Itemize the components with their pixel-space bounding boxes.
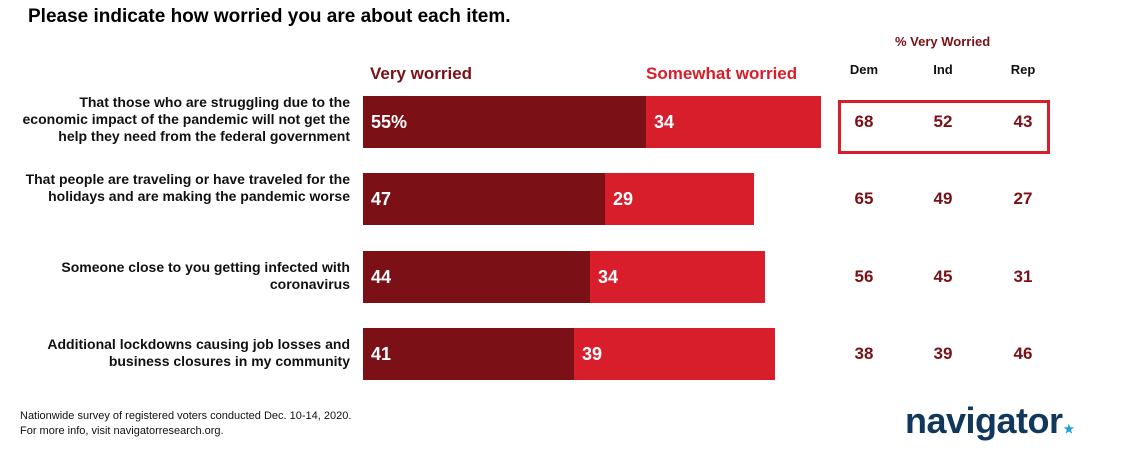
party-value-dem: 56: [854, 267, 874, 286]
party-value-ind: 39: [933, 344, 953, 363]
column-header-dem: Dem: [849, 62, 879, 77]
navigator-logo: navigator★: [905, 400, 1074, 442]
bar-label-very-worried: 44: [371, 267, 392, 287]
bar-very-worried: [363, 328, 574, 380]
footnote-line-2: For more info, visit navigatorresearch.o…: [20, 425, 224, 437]
row-label: Someone close to you getting infected wi…: [61, 259, 350, 292]
row-label: Additional lockdowns causing job losses …: [47, 336, 350, 369]
party-value-ind: 45: [933, 267, 953, 286]
highlight-box: [838, 100, 1050, 154]
column-header-ind: Ind: [933, 62, 953, 77]
party-value-rep: 46: [1013, 344, 1033, 363]
party-value-dem: 68: [854, 112, 874, 131]
footnote-line-1: Nationwide survey of registered voters c…: [20, 410, 352, 422]
row-label: That people are traveling or have travel…: [25, 171, 350, 204]
bar-very-worried: [363, 173, 605, 225]
chart-title: Please indicate how worried you are abou…: [28, 6, 511, 27]
bar-somewhat-worried: [605, 173, 754, 225]
party-value-rep: 31: [1013, 267, 1033, 286]
party-value-ind: 52: [933, 112, 953, 131]
bar-label-somewhat-worried: 39: [582, 344, 603, 364]
party-value-ind: 49: [933, 189, 953, 208]
bar-somewhat-worried: [574, 328, 775, 380]
bar-label-very-worried: 55%: [371, 112, 408, 132]
column-header-rep: Rep: [1010, 62, 1036, 77]
row-label: That those who are struggling due to the…: [22, 94, 350, 144]
star-icon: ★: [1063, 422, 1075, 436]
logo-text: navigator: [905, 400, 1063, 441]
party-value-rep: 43: [1013, 112, 1033, 131]
bar-label-very-worried: 41: [371, 344, 392, 364]
bar-very-worried: [363, 96, 646, 148]
bar-somewhat-worried: [646, 96, 821, 148]
bar-label-somewhat-worried: 34: [598, 267, 619, 287]
bar-label-somewhat-worried: 34: [654, 112, 675, 132]
party-value-dem: 38: [854, 344, 874, 363]
bar-label-very-worried: 47: [371, 189, 392, 209]
legend-somewhat-worried: Somewhat worried: [646, 64, 798, 83]
bar-very-worried: [363, 251, 590, 303]
party-table-title: % Very Worried: [895, 34, 991, 49]
bar-label-somewhat-worried: 29: [613, 189, 634, 209]
bar-somewhat-worried: [590, 251, 765, 303]
party-value-dem: 65: [854, 189, 874, 208]
legend-very-worried: Very worried: [370, 64, 473, 83]
party-value-rep: 27: [1013, 189, 1033, 208]
